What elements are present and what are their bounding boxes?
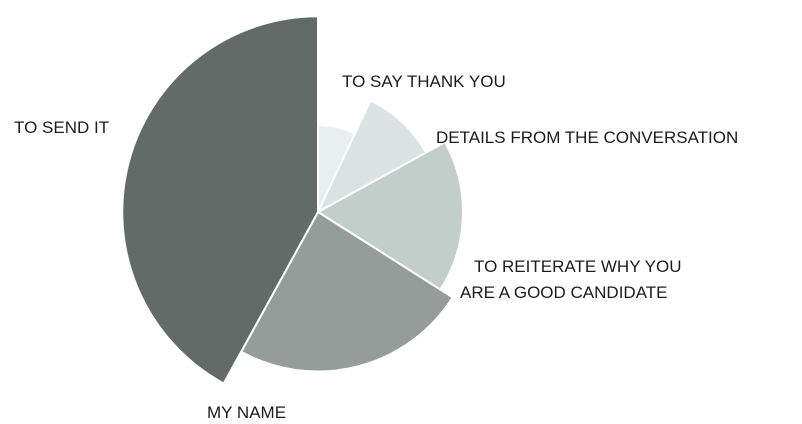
label-to-send-it: TO SEND IT: [14, 118, 110, 137]
label-details-from-the-conversation: DETAILS FROM THE CONVERSATION: [436, 128, 739, 147]
pie-slice-my-name: [240, 211, 454, 373]
label-to-reiterate-line-1: TO REITERATE WHY YOU: [474, 257, 682, 276]
pie-slice-to-reiterate-why-you-are-a-good-candidate: [317, 141, 464, 291]
label-my-name: MY NAME: [207, 403, 287, 422]
label-to-reiterate-line-2: ARE A GOOD CANDIDATE: [460, 283, 668, 302]
pie-slice-details-from-the-conversation: [317, 99, 427, 213]
label-to-say-thank-you: TO SAY THANK YOU: [342, 72, 506, 91]
pie-slice-to-send-it: [121, 15, 319, 385]
